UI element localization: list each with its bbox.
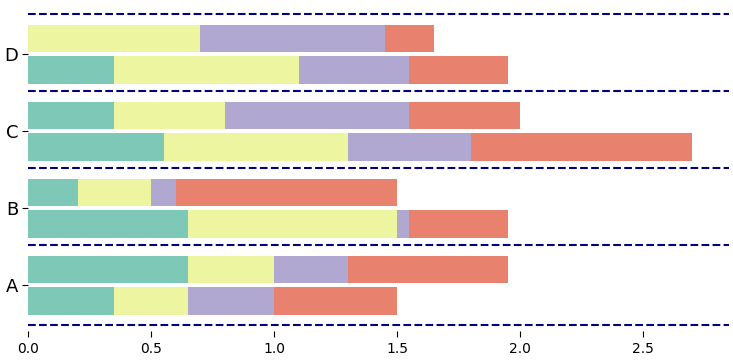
Bar bbox=[299, 56, 409, 84]
Bar bbox=[348, 133, 471, 161]
Bar bbox=[29, 210, 188, 238]
Bar bbox=[114, 102, 225, 129]
Bar bbox=[188, 210, 397, 238]
Bar bbox=[29, 287, 114, 315]
Bar bbox=[225, 102, 409, 129]
Bar bbox=[188, 287, 274, 315]
Bar bbox=[114, 287, 188, 315]
Bar bbox=[348, 256, 508, 283]
Bar bbox=[409, 102, 520, 129]
Bar bbox=[201, 24, 385, 52]
Bar bbox=[29, 256, 188, 283]
Bar bbox=[385, 24, 434, 52]
Bar bbox=[176, 179, 397, 206]
Bar bbox=[274, 287, 397, 315]
Bar bbox=[163, 133, 348, 161]
Bar bbox=[397, 210, 409, 238]
Bar bbox=[409, 210, 508, 238]
Bar bbox=[409, 56, 508, 84]
Bar bbox=[29, 102, 114, 129]
Bar bbox=[274, 256, 348, 283]
Bar bbox=[29, 24, 201, 52]
Bar bbox=[29, 179, 78, 206]
Bar bbox=[471, 133, 692, 161]
Bar bbox=[114, 56, 299, 84]
Bar bbox=[188, 256, 274, 283]
Bar bbox=[29, 56, 114, 84]
Bar bbox=[29, 133, 163, 161]
Bar bbox=[78, 179, 151, 206]
Bar bbox=[151, 179, 176, 206]
